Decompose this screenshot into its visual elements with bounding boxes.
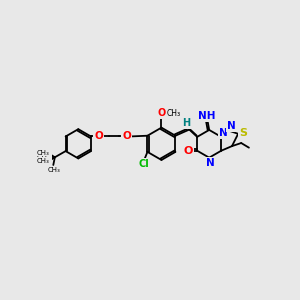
Text: O: O	[122, 131, 131, 142]
Text: O: O	[183, 146, 193, 156]
Text: CH₃: CH₃	[37, 150, 50, 156]
Text: NH: NH	[198, 111, 216, 121]
Text: N: N	[206, 158, 214, 168]
Text: O: O	[94, 131, 103, 142]
Text: N: N	[227, 121, 236, 131]
Text: O: O	[157, 108, 166, 118]
Text: CH₃: CH₃	[37, 154, 51, 163]
Text: CH₃: CH₃	[37, 158, 50, 164]
Text: H: H	[182, 118, 190, 128]
Text: N: N	[219, 128, 228, 138]
Text: S: S	[239, 128, 247, 138]
Text: CH₃: CH₃	[48, 167, 60, 172]
Text: Cl: Cl	[139, 159, 150, 169]
Text: CH₃: CH₃	[167, 109, 181, 118]
